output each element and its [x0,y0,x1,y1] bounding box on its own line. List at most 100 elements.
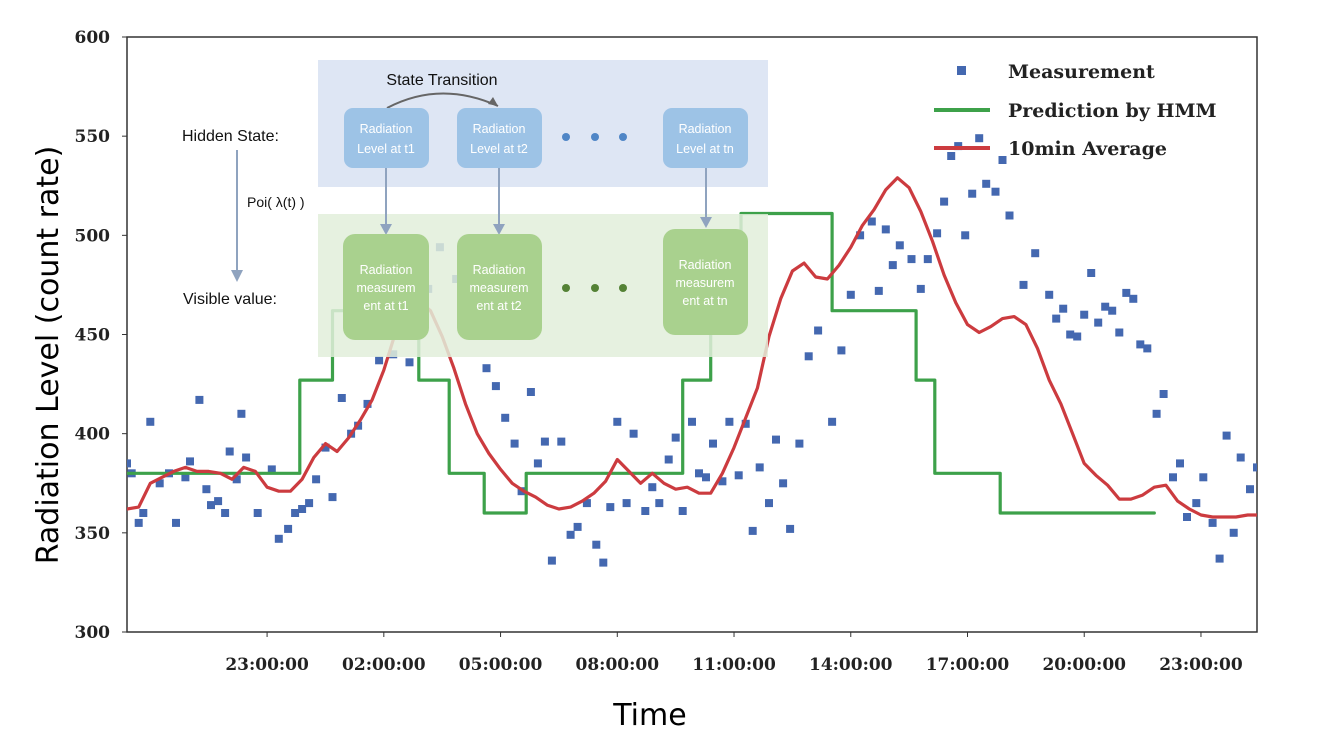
visible-ellipsis [562,284,627,292]
visible-box-tn: Radiation measurem ent at tn [663,229,748,335]
measurement-point [641,507,650,515]
measurement-point [1066,330,1075,339]
ten-min-average-line [127,176,1257,519]
svg-text:Radiation: Radiation [473,122,526,136]
legend-label-average: 10min Average [1008,138,1167,160]
measurement-point [1236,453,1245,462]
hidden-box-t1: Radiation Level at t1 [344,108,429,168]
measurement-point [1176,459,1184,468]
legend-marker-measurement [957,66,966,75]
measurement-point [1031,249,1040,258]
measurement-point [172,518,180,527]
y-tick-label: 600 [75,28,111,48]
x-tick-label: 08:00:00 [576,655,660,675]
measurement-point [1005,211,1014,220]
measurement-point [648,483,657,492]
y-tick-label: 350 [75,524,111,544]
measurement-point [1288,511,1296,519]
measurement-point [916,284,925,293]
measurement-point [846,290,855,299]
measurement-point [709,439,717,448]
measurement-point [1274,459,1282,467]
measurement-point [867,217,876,226]
x-tick-label: 23:00:00 [225,655,309,675]
measurement-point [284,524,293,533]
measurement-point [337,394,346,402]
svg-text:Level at t1: Level at t1 [357,142,415,156]
measurement-point [786,524,795,533]
visible-box-t1: Radiation measurem ent at t1 [343,234,429,340]
measurement-point [298,505,307,513]
measurement-point [968,189,977,198]
measurement-point [155,479,164,488]
measurement-point [1080,310,1089,319]
measurement-point [734,471,743,480]
measurement-point [828,417,837,426]
measurement-point [1183,513,1191,521]
y-tick-label: 450 [75,326,111,346]
measurement-point [237,409,246,418]
measurement-point [755,463,764,472]
visible-value-label: Visible value: [183,291,277,308]
measurement-point [874,286,883,295]
measurement-point [814,326,823,335]
measurement-point [1152,409,1161,418]
measurement-point [856,231,865,240]
measurement-point [526,388,535,396]
y-axis-ticks: 300 350 400 450 500 550 600 [75,28,127,643]
measurement-point [1208,518,1217,527]
measurement-point [975,134,984,143]
y-tick-label: 400 [75,425,111,445]
x-tick-label: 02:00:00 [342,655,426,675]
measurement-point [629,429,638,438]
hidden-ellipsis [562,133,627,141]
measurement-point [195,395,204,404]
measurement-point [606,503,615,512]
measurement-point [1192,499,1201,508]
measurement-point [501,413,510,422]
measurement-point [181,473,190,482]
measurement-point [664,455,673,464]
measurement-point [655,499,664,508]
measurement-point [804,352,813,361]
measurement-point [881,225,890,234]
measurement-point [837,346,846,355]
measurement-point [363,399,372,408]
measurement-point [907,255,916,264]
measurement-point [267,465,276,474]
x-axis-ticks: 23:00:00 02:00:00 05:00:00 08:00:00 11:00:00… [225,632,1243,675]
measurement-point [1019,280,1028,289]
measurement-point [491,382,500,391]
measurement-point [305,499,314,508]
x-tick-label: 20:00:00 [1042,655,1126,675]
measurement-point [688,417,696,426]
measurement-point [998,156,1007,164]
measurement-point [923,255,932,264]
svg-text:Radiation: Radiation [360,263,413,277]
svg-text:ent at t2: ent at t2 [476,299,521,313]
measurement-point [221,509,230,517]
x-axis-title: Time [612,698,686,733]
measurement-point [741,419,750,428]
visible-box-t2: Radiation measurem ent at t2 [457,234,542,340]
measurement-point [1136,340,1145,349]
emission-arrows [380,168,712,235]
measurement-point [599,558,608,567]
measurement-point [291,509,300,517]
measurement-point [947,152,956,160]
measurement-point [1169,473,1177,482]
measurement-point [1267,467,1275,475]
measurement-point [328,493,337,502]
svg-text:measurem: measurem [675,276,734,290]
y-tick-label: 550 [75,127,111,147]
svg-text:Radiation: Radiation [679,258,732,272]
measurement-point [1222,431,1231,440]
measurement-point [1115,328,1124,337]
measurement-point [547,556,556,565]
measurement-point [795,439,804,448]
measurement-point [1073,332,1082,341]
measurement-point [1297,543,1305,551]
measurement-point [1253,463,1257,472]
hidden-box-tn: Radiation Level at tn [663,108,748,168]
